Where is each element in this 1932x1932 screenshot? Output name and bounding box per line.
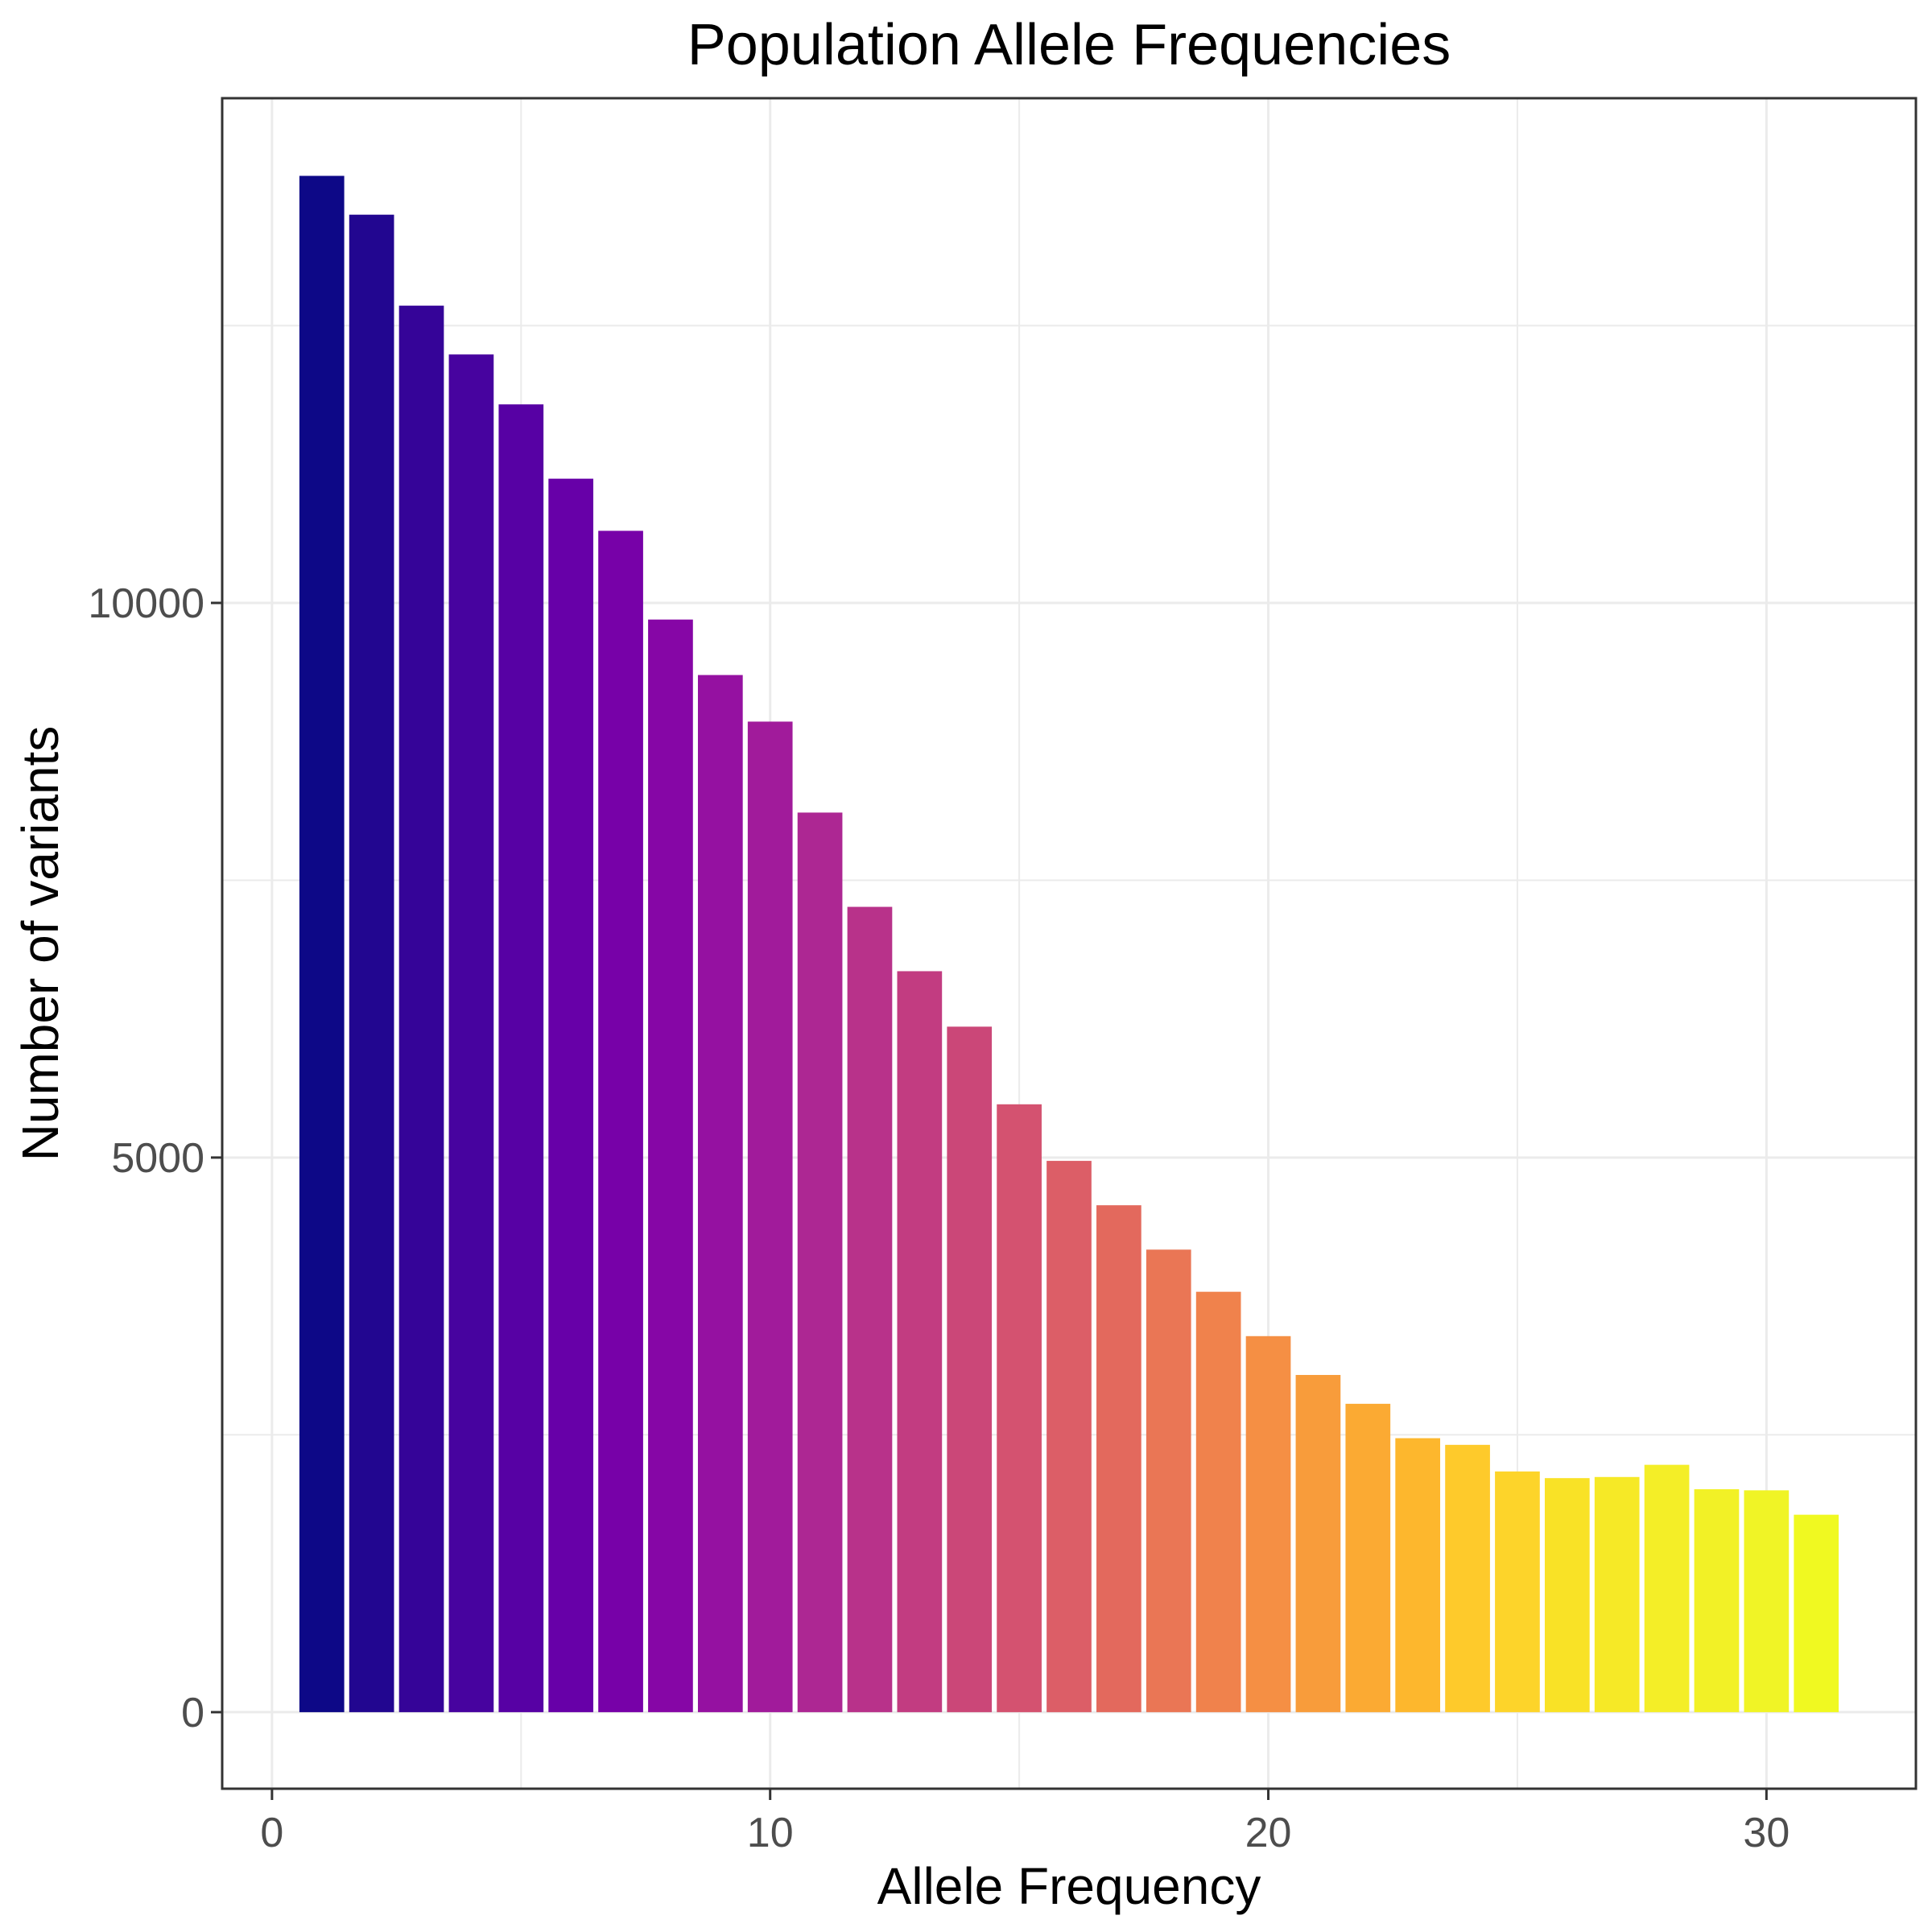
bar-29 <box>1694 1488 1740 1712</box>
bar-1 <box>299 175 345 1712</box>
bar-18 <box>1146 1249 1191 1712</box>
bar-14 <box>947 1026 993 1712</box>
bar-12 <box>847 906 893 1712</box>
x-axis-title: Allele Frequency <box>877 1857 1261 1915</box>
axis-ticks <box>211 601 1768 1800</box>
x-tick-label: 10 <box>747 1810 794 1856</box>
bar-20 <box>1245 1335 1291 1712</box>
y-axis-title: Number of variants <box>11 726 69 1162</box>
bar-25 <box>1495 1471 1540 1712</box>
bar-13 <box>897 971 943 1712</box>
bar-16 <box>1046 1161 1092 1712</box>
x-tick-label: 30 <box>1743 1810 1790 1856</box>
bar-3 <box>398 305 444 1712</box>
x-tick-label: 20 <box>1245 1810 1292 1856</box>
bar-31 <box>1794 1514 1839 1712</box>
bar-2 <box>349 214 394 1712</box>
y-tick-label: 10000 <box>88 580 204 627</box>
bar-15 <box>997 1104 1042 1712</box>
bar-7 <box>598 530 643 1712</box>
bar-26 <box>1544 1478 1590 1712</box>
bar-27 <box>1594 1476 1640 1712</box>
bar-30 <box>1744 1490 1790 1712</box>
bar-5 <box>498 404 544 1712</box>
bar-21 <box>1295 1375 1341 1712</box>
tick-labels: 0 10 20 30 0 5000 10000 <box>88 580 1790 1856</box>
bar-28 <box>1644 1464 1690 1712</box>
bar-23 <box>1395 1438 1441 1712</box>
y-tick-label: 5000 <box>111 1135 204 1182</box>
bar-11 <box>797 812 843 1712</box>
bar-4 <box>448 354 494 1712</box>
panel-border <box>221 97 1918 1790</box>
bar-10 <box>747 721 793 1712</box>
bar-8 <box>648 619 693 1712</box>
y-tick-label: 0 <box>181 1690 204 1736</box>
bar-9 <box>697 675 743 1712</box>
chart-title: Population Allele Frequencies <box>687 13 1451 77</box>
bar-24 <box>1445 1444 1490 1712</box>
bars <box>299 175 1839 1712</box>
bar-17 <box>1096 1205 1141 1712</box>
bar-6 <box>548 478 594 1712</box>
bar-19 <box>1195 1291 1241 1712</box>
x-tick-label: 0 <box>260 1810 283 1856</box>
bar-22 <box>1345 1403 1391 1712</box>
